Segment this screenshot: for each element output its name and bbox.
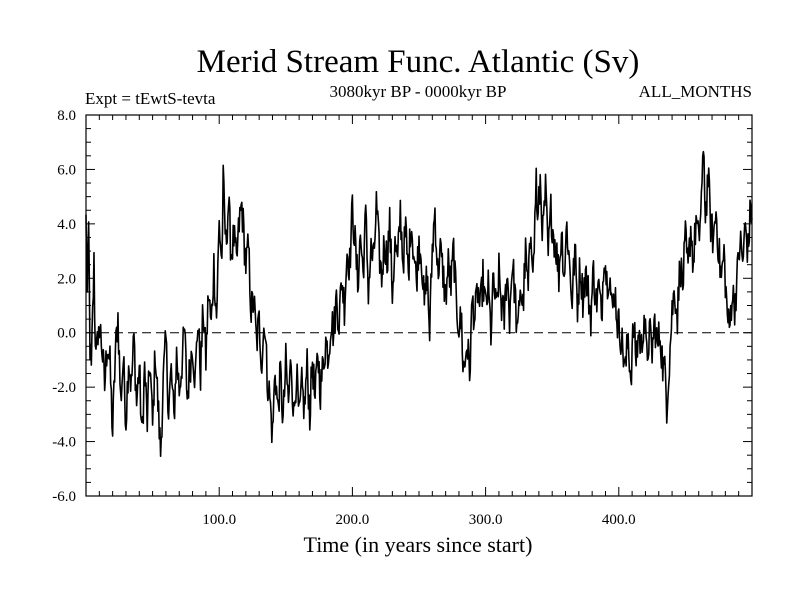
data-series-line bbox=[85, 150, 753, 457]
y-tick-label: 4.0 bbox=[57, 217, 76, 233]
y-tick-label: 0.0 bbox=[57, 326, 76, 342]
period-label: 3080kyr BP - 0000kyr BP bbox=[330, 82, 507, 101]
y-tick-label: 6.0 bbox=[57, 162, 76, 178]
y-tick-label: -4.0 bbox=[52, 435, 76, 451]
x-tick-label: 100.0 bbox=[202, 512, 236, 528]
x-tick-label: 200.0 bbox=[336, 512, 370, 528]
y-tick-label: 2.0 bbox=[57, 271, 76, 287]
x-tick-label: 400.0 bbox=[602, 512, 636, 528]
plot-area: 100.0 200.0 300.0 400.0 -6.0 -4.0 -2.0 0.0 2.0 4.… bbox=[52, 108, 753, 528]
y-tick-label: -6.0 bbox=[52, 489, 76, 505]
chart-title: Merid Stream Func. Atlantic (Sv) bbox=[197, 44, 640, 80]
y-tick-label: -2.0 bbox=[52, 380, 76, 396]
experiment-label: Expt = tEwtS-tevta bbox=[85, 89, 216, 108]
months-label: ALL_MONTHS bbox=[639, 82, 752, 101]
y-tick-label: 8.0 bbox=[57, 108, 76, 124]
x-tick-label: 300.0 bbox=[469, 512, 503, 528]
x-axis-label: Time (in years since start) bbox=[304, 532, 533, 557]
